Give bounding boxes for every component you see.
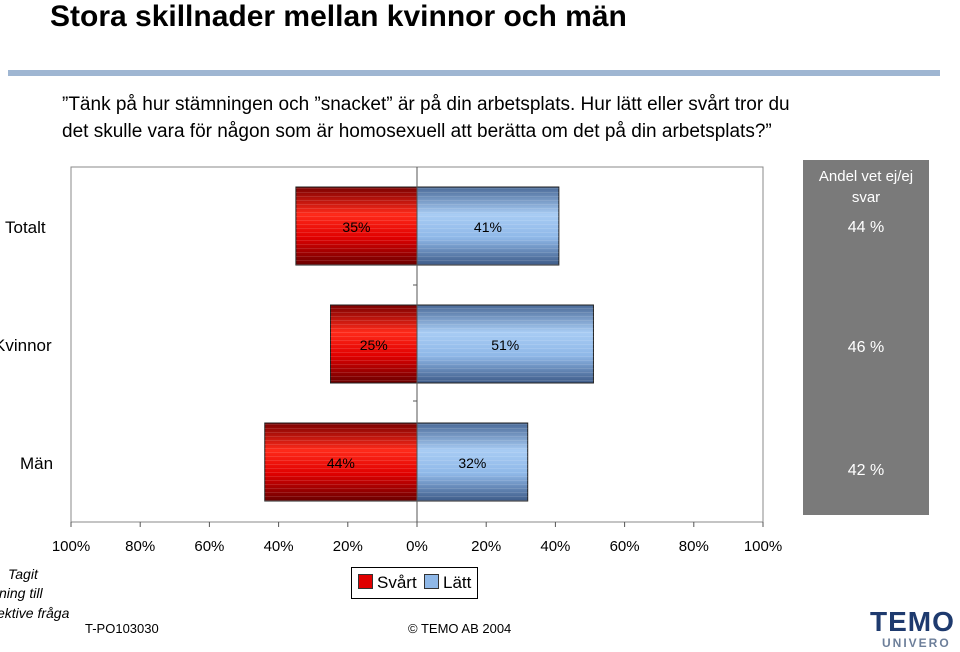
dont-know-header: Andel vet ej/ej svar bbox=[818, 168, 914, 206]
x-tick-label: 80% bbox=[679, 538, 709, 555]
data-label-latt-kvinnor: 51% bbox=[491, 337, 519, 353]
temo-logo-sub: UNIVERO bbox=[882, 636, 951, 650]
data-label-latt-mn: 32% bbox=[458, 455, 486, 471]
data-label-svart-totalt: 35% bbox=[342, 219, 370, 235]
footer-copyright: © TEMO AB 2004 bbox=[408, 621, 512, 636]
note-line-1: Tagit bbox=[8, 566, 38, 582]
x-tick-label: 20% bbox=[471, 538, 501, 555]
x-tick-label: 40% bbox=[264, 538, 294, 555]
bar-svart-texture-mn bbox=[264, 423, 417, 501]
bar-latt-texture-mn bbox=[417, 423, 528, 501]
x-tick-label: 0% bbox=[406, 538, 428, 555]
data-label-svart-mn: 44% bbox=[327, 455, 355, 471]
legend-swatch-svart bbox=[358, 574, 373, 589]
legend-label-svart: Svårt bbox=[377, 573, 417, 592]
note-line-2: ning till bbox=[0, 585, 43, 601]
x-tick-label: 100% bbox=[52, 538, 90, 555]
dont-know-panel bbox=[803, 160, 929, 515]
row-label-kvinnor: Kvinnor bbox=[0, 336, 52, 355]
legend-item-svart: Svårt bbox=[358, 573, 417, 593]
x-tick-label: 40% bbox=[540, 538, 570, 555]
bar-latt-texture-totalt bbox=[417, 187, 559, 265]
bar-svart-texture-kvinnor bbox=[330, 305, 417, 383]
question-line-2: det skulle vara för någon som är homosex… bbox=[62, 121, 772, 142]
legend-swatch-latt bbox=[424, 574, 439, 589]
data-label-svart-kvinnor: 25% bbox=[360, 337, 388, 353]
x-tick-label: 20% bbox=[333, 538, 363, 555]
footer-code: T-PO103030 bbox=[85, 621, 159, 636]
row-label-totalt: Totalt bbox=[5, 218, 46, 237]
temo-logo: TEMO bbox=[870, 606, 955, 637]
title-divider bbox=[8, 70, 940, 76]
note-line-3: ektive fråga bbox=[0, 605, 70, 621]
x-tick-label: 60% bbox=[610, 538, 640, 555]
legend-item-latt: Lätt bbox=[424, 573, 471, 593]
chart-legend: Svårt Lätt bbox=[351, 567, 478, 599]
x-tick-label: 100% bbox=[744, 538, 782, 555]
row-label-man: Män bbox=[20, 454, 54, 473]
dont-know-kvinnor: 46 % bbox=[847, 339, 885, 356]
dont-know-man: 42 % bbox=[847, 462, 885, 479]
question-line-1: ”Tänk på hur stämningen och ”snacket” är… bbox=[62, 94, 790, 115]
bar-latt-texture-kvinnor bbox=[417, 305, 594, 383]
data-label-latt-totalt: 41% bbox=[474, 219, 502, 235]
x-tick-label: 60% bbox=[194, 538, 224, 555]
legend-label-latt: Lätt bbox=[443, 573, 472, 592]
x-tick-label: 80% bbox=[125, 538, 155, 555]
bar-svart-texture-totalt bbox=[295, 187, 417, 265]
dont-know-totalt: 44 % bbox=[847, 219, 885, 236]
page-title: Stora skillnader mellan kvinnor och män bbox=[50, 0, 627, 33]
